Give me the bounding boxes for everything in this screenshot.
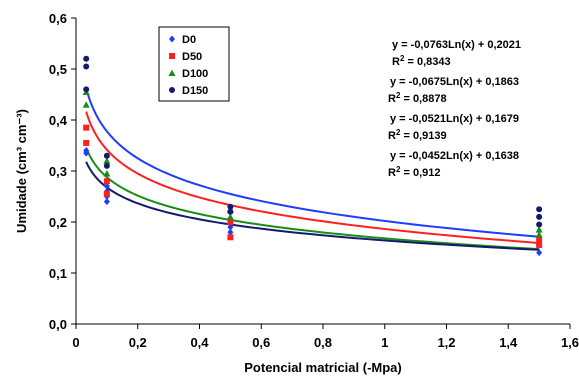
- data-point-d50: [103, 178, 110, 185]
- y-tick-label: 0,3: [49, 164, 67, 179]
- data-point-d150: [536, 206, 543, 213]
- legend-marker-d150: [169, 87, 175, 93]
- data-point-d50: [227, 219, 234, 225]
- regression-equation: y = -0,0763Ln(x) + 0,2021: [392, 39, 521, 51]
- legend: D0 D50 D100 D150: [158, 26, 230, 102]
- y-tick-label: 0,0: [49, 317, 67, 332]
- x-tick-label: 1: [381, 335, 388, 350]
- legend-label-d0: D0: [182, 34, 196, 46]
- data-point-d100: [535, 231, 543, 238]
- data-point-d0: [103, 198, 110, 206]
- legend-label-d100: D100: [182, 68, 208, 80]
- data-point-d100: [103, 170, 111, 177]
- y-tick-label: 0,1: [49, 266, 67, 281]
- regression-equation: y = -0,0675Ln(x) + 0,1863: [390, 76, 519, 88]
- data-point-d150: [103, 162, 110, 169]
- r-squared-value: 0,8343: [417, 56, 451, 68]
- x-tick-label: 1,4: [499, 335, 518, 350]
- regression-equation: y = -0,0452Ln(x) + 0,1638: [390, 150, 519, 162]
- x-tick-label: 0,6: [252, 335, 270, 350]
- trend-line-d0: [85, 87, 540, 238]
- data-point-d150: [83, 55, 90, 62]
- data-point-d0: [227, 228, 234, 236]
- x-tick-label: 0: [72, 335, 79, 350]
- data-point-d0: [536, 249, 543, 257]
- r-squared: R2 = 0,9139: [388, 128, 447, 142]
- data-point-d100: [226, 213, 234, 220]
- y-tick-label: 0,2: [49, 215, 67, 230]
- data-point-d150: [227, 203, 234, 210]
- legend-marker-d50: [169, 53, 175, 59]
- x-axis-title: Potencial matricial (-Mpa): [244, 360, 401, 375]
- data-point-d150: [83, 63, 90, 70]
- data-point-d150: [83, 86, 90, 93]
- x-tick-label: 1,6: [561, 335, 579, 350]
- data-point-d150: [103, 152, 110, 159]
- trend-line-d50: [85, 111, 540, 244]
- data-point-d50: [83, 139, 90, 146]
- r-squared-value: 0,8878: [413, 93, 447, 105]
- legend-label-d50: D50: [182, 51, 202, 63]
- r-squared-value: 0,912: [413, 167, 441, 179]
- x-tick-label: 0,8: [314, 335, 332, 350]
- data-point-d100: [535, 226, 543, 233]
- legend-label-d150: D150: [182, 85, 208, 97]
- y-tick-label: 0,4: [49, 113, 68, 128]
- r-squared: R2 = 0,8343: [392, 54, 451, 68]
- y-tick-label: 0,6: [49, 11, 67, 26]
- regression-equation: y = -0,0521Ln(x) + 0,1679: [390, 113, 519, 125]
- data-point-d150: [536, 213, 543, 220]
- data-point-d0: [227, 223, 234, 231]
- r-squared-value: 0,9139: [413, 130, 447, 142]
- data-point-d50: [536, 241, 543, 248]
- data-point-d100: [103, 157, 111, 164]
- y-axis-title: Umidade (cm³ cm⁻³): [14, 109, 29, 233]
- data-point-d150: [536, 221, 543, 228]
- data-point-d50: [227, 234, 234, 241]
- data-point-d50: [103, 190, 110, 197]
- data-point-d0: [103, 182, 110, 190]
- data-point-d50: [536, 236, 543, 243]
- r-squared: R2 = 0,8878: [388, 91, 447, 105]
- x-tick-label: 0,2: [129, 335, 147, 350]
- x-tick-label: 0,4: [190, 335, 209, 350]
- trend-line-d100: [85, 147, 540, 251]
- x-tick-label: 1,2: [437, 335, 455, 350]
- data-point-d0: [83, 147, 90, 155]
- legend-marker-d0: [169, 35, 175, 43]
- data-point-d50: [83, 124, 90, 131]
- legend-marker-d100: [168, 69, 176, 76]
- r-squared: R2 = 0,912: [388, 165, 440, 179]
- trend-line-d150: [85, 161, 540, 251]
- data-point-d150: [227, 208, 234, 215]
- y-tick-label: 0,5: [49, 62, 67, 77]
- data-point-d100: [82, 101, 90, 108]
